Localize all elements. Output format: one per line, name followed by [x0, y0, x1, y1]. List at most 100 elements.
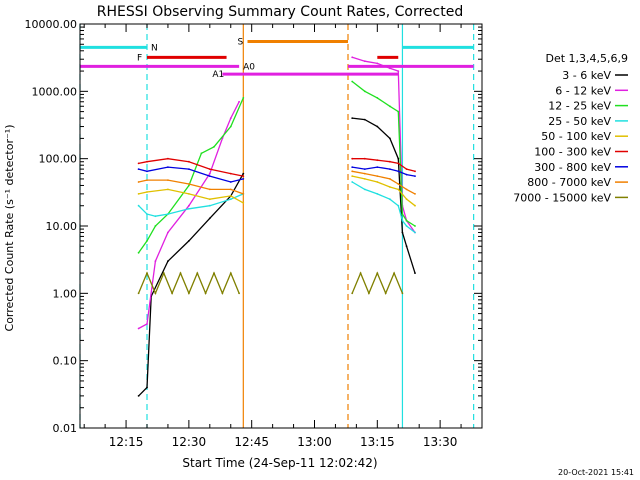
series-8-point	[171, 292, 174, 295]
y-tick-label: 1.00	[53, 287, 78, 300]
series-8-point	[188, 292, 190, 295]
series-7-point	[351, 170, 354, 173]
series-1-point	[229, 117, 232, 119]
series-4-point	[414, 204, 416, 207]
series-2-point	[200, 152, 203, 155]
series-0-point	[146, 386, 148, 389]
series-2-point	[376, 97, 379, 99]
series-1-point	[188, 204, 190, 207]
series-3-point	[146, 213, 148, 216]
y-tick-label: 0.10	[53, 355, 78, 368]
series-2-point	[397, 110, 400, 113]
x-tick-label: 13:00	[297, 435, 332, 449]
series-6-point	[389, 168, 391, 171]
series-4-point	[188, 193, 190, 195]
series-3-point	[188, 207, 190, 210]
series-1-point	[137, 327, 140, 330]
series-0-point	[397, 157, 400, 160]
series-0-segment-0	[138, 173, 244, 397]
series-8-point	[376, 272, 379, 274]
series-8-point	[221, 292, 224, 295]
series-5-point	[405, 168, 408, 171]
series-3-point	[389, 198, 391, 201]
series-0-point	[414, 272, 416, 274]
y-tick-label: 0.01	[53, 422, 78, 435]
y-axis-label: Corrected Count Rate (s⁻¹ detector⁻¹)	[3, 125, 16, 332]
flag-label-A1: A1	[212, 70, 224, 80]
series-2-point	[229, 125, 232, 128]
series-5-point	[389, 160, 391, 163]
series-3-point	[351, 181, 354, 183]
series-1-segment-1	[352, 56, 416, 233]
series-1-point	[397, 70, 400, 72]
legend-entry-label: 7000 - 15000 keV	[513, 191, 611, 204]
series-2-point	[146, 240, 148, 242]
series-1-point	[238, 100, 241, 103]
series-4-point	[376, 181, 379, 183]
series-0-point	[167, 260, 169, 263]
series-0-point	[389, 137, 391, 140]
series-4-segment-1	[352, 175, 416, 207]
series-3-point	[137, 204, 140, 207]
series-8-point	[351, 292, 354, 295]
series-7-point	[188, 183, 190, 185]
series-4-point	[351, 175, 354, 178]
series-3-point	[405, 225, 408, 227]
x-axis-label: Start Time (24-Sep-11 12:02:42)	[182, 456, 377, 470]
series-6-point	[167, 166, 169, 169]
x-tick-label: 12:15	[109, 435, 144, 449]
series-5-point	[242, 175, 245, 178]
series-8-point	[204, 292, 207, 295]
series-5-point	[414, 170, 416, 173]
series-7-point	[405, 188, 408, 191]
series-8-segment-1	[351, 271, 404, 296]
plot-lines: NF S A0 A1	[79, 24, 475, 428]
series-7-point	[229, 188, 232, 191]
series-3-point	[208, 204, 211, 207]
series-2-point	[188, 184, 190, 187]
series-7-point	[167, 179, 169, 182]
series-5-point	[351, 157, 354, 160]
series-5-point	[146, 160, 148, 163]
series-7-point	[146, 179, 148, 182]
series-6-point	[363, 168, 366, 171]
series-3-point	[154, 215, 157, 218]
legend-entry-label: 3 - 6 keV	[562, 69, 611, 82]
series-1-point	[146, 323, 148, 325]
series-6-point	[188, 168, 190, 171]
series-8-point	[359, 272, 362, 274]
series-6-point	[146, 170, 148, 173]
series-0-point	[188, 240, 190, 242]
series-2-point	[405, 219, 408, 222]
series-8-point	[401, 292, 404, 295]
series-7-point	[376, 175, 379, 178]
legend-entry-label: 12 - 25 keV	[548, 100, 611, 113]
legend-entry-label: 300 - 800 keV	[534, 161, 611, 174]
series-5-point	[229, 172, 232, 175]
series-8-point	[229, 272, 232, 274]
series-6-point	[208, 175, 211, 178]
flag-label-S: S	[238, 37, 244, 47]
series-6-point	[405, 173, 408, 176]
series-2-point	[414, 225, 416, 227]
series-4-point	[242, 202, 245, 204]
legend-entry-label: 800 - 7000 keV	[527, 176, 611, 189]
series-4-point	[137, 193, 140, 195]
x-tick-label: 12:30	[172, 435, 207, 449]
series-0-point	[351, 117, 354, 119]
footer-date: 20-Oct-2021 15:41	[558, 468, 634, 477]
series-5-point	[137, 162, 140, 165]
y-tick-label: 10.00	[46, 220, 78, 233]
axis-ticks: 0.01 0.10 1.00 10.00 100.00 1000.00 10000.00 12…	[25, 18, 483, 449]
series-0-point	[137, 395, 140, 397]
series-7-point	[137, 181, 140, 183]
series-6-point	[137, 168, 140, 171]
series-0-point	[242, 172, 245, 175]
series-4-point	[405, 198, 408, 201]
x-tick-label: 12:45	[234, 435, 269, 449]
series-7-point	[208, 188, 211, 191]
series-3-point	[363, 188, 366, 191]
series-8-point	[196, 272, 199, 274]
series-1-point	[363, 60, 366, 63]
plot-frame	[79, 23, 483, 429]
